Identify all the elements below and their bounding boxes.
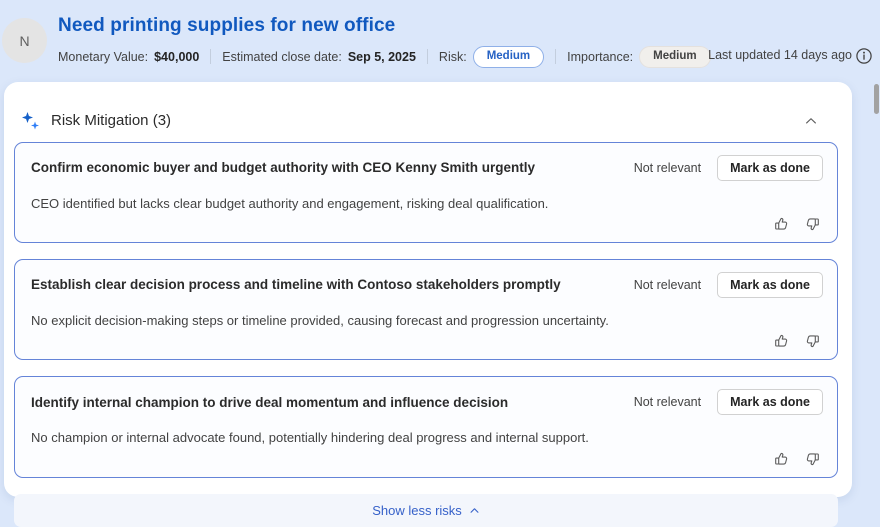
divider [555,49,557,65]
sparkles-icon [21,111,41,131]
risk-title: Identify internal champion to drive deal… [31,394,509,410]
divider [426,49,428,65]
monetary-value: $40,000 [154,49,200,64]
risk-title: Establish clear decision process and tim… [31,277,561,293]
not-relevant-button[interactable]: Not relevant [633,278,702,293]
thumbs-up-icon[interactable] [771,331,791,351]
risk-card: Establish clear decision process and tim… [14,259,838,361]
not-relevant-button[interactable]: Not relevant [633,395,702,410]
mark-as-done-button[interactable]: Mark as done [717,272,823,299]
not-relevant-button[interactable]: Not relevant [633,161,702,175]
risk-badge: Medium [472,46,545,68]
risk-label: Risk: [438,49,467,64]
deal-header: N Need printing supplies for new office … [0,0,880,82]
monetary-value-label: Monetary Value: [58,49,149,64]
importance-badge: Medium [639,46,711,68]
risk-title: Confirm economic buyer and budget author… [31,160,536,176]
thumbs-down-icon[interactable] [803,449,823,469]
mark-as-done-button[interactable]: Mark as done [717,389,823,416]
section-header: Risk Mitigation (3) [4,82,852,138]
show-less-risks-button[interactable]: Show less risks [372,503,480,518]
risk-card: Identify internal champion to drive deal… [14,376,838,478]
last-updated-text: Last updated 14 days ago [708,48,852,62]
avatar-initial: N [19,32,30,49]
thumbs-up-icon[interactable] [771,449,791,469]
risk-description: No explicit decision-making steps or tim… [31,313,609,329]
importance-label: Importance: [567,49,634,64]
risk-description: No champion or internal advocate found, … [31,430,589,446]
risk-card-list: Confirm economic buyer and budget author… [4,138,852,478]
thumbs-down-icon[interactable] [803,214,823,234]
mark-as-done-button[interactable]: Mark as done [717,155,823,181]
close-date-value: Sep 5, 2025 [347,49,416,64]
section-title: Risk Mitigation (3) [51,112,172,129]
chevron-up-icon[interactable] [800,110,822,132]
divider [210,49,212,65]
show-less-band: Show less risks [14,493,838,527]
page-title: Need printing supplies for new office [58,15,396,36]
scrollbar[interactable] [874,84,879,114]
risk-mitigation-panel: Risk Mitigation (3) Confirm economic buy… [4,82,852,527]
show-less-label: Show less risks [372,502,462,518]
close-date-label: Estimated close date: [222,49,342,64]
info-icon[interactable] [855,47,873,65]
chevron-up-icon [470,507,479,513]
risk-card: Confirm economic buyer and budget author… [14,142,838,244]
risk-description: CEO identified but lacks clear budget au… [31,196,549,211]
thumbs-down-icon[interactable] [803,331,823,351]
deal-metadata: Monetary Value: $40,000 Estimated close … [58,46,711,68]
thumbs-up-icon[interactable] [771,214,791,234]
avatar: N [2,18,47,63]
